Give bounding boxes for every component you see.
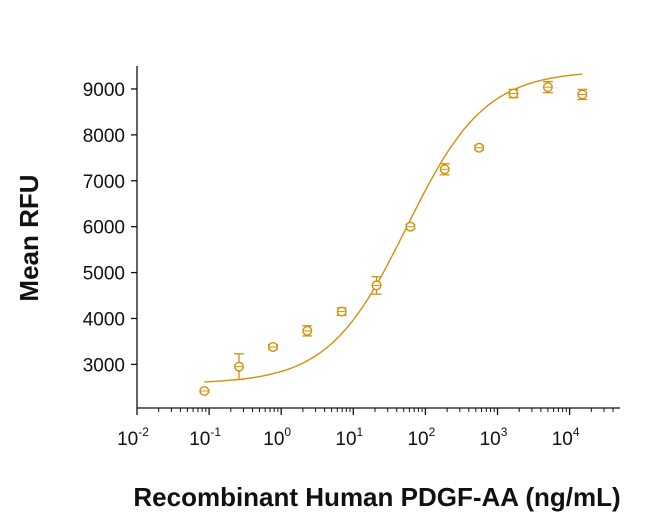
y-axis-title: Mean RFU [14,174,44,301]
y-tick-label: 3000 [83,355,125,376]
x-tick-label: 104 [552,425,580,450]
y-tick-label: 4000 [83,309,125,330]
x-tick-label: 10-2 [117,425,149,450]
plot-area: 3000 4000 5000 6000 7000 8000 9000 10-2 10-1 100 1… [83,66,620,450]
x-tick-label: 102 [407,425,435,450]
fit-curve [204,74,582,382]
x-axis-title: Recombinant Human PDGF-AA (ng/mL) [133,482,620,512]
y-tick-label: 7000 [83,172,125,193]
y-tick-label: 8000 [83,126,125,147]
y-tick-label: 6000 [83,218,125,239]
x-tick-label: 101 [335,425,363,450]
y-tick-label: 5000 [83,264,125,285]
dose-response-chart: 3000 4000 5000 6000 7000 8000 9000 10-2 10-1 100 1… [0,0,650,521]
x-tick-label: 10-1 [189,425,221,450]
x-tick-label: 103 [480,425,508,450]
x-tick-label: 100 [263,425,291,450]
y-tick-label: 9000 [83,80,125,101]
